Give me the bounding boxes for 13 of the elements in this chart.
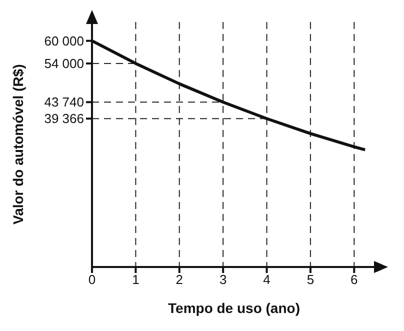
x-tick-label: 0 bbox=[88, 272, 96, 288]
x-tick-label: 5 bbox=[306, 272, 314, 288]
y-tick-label: 43 740 bbox=[44, 94, 84, 110]
x-tick-label: 6 bbox=[350, 272, 358, 288]
x-tick-label: 4 bbox=[263, 272, 270, 288]
y-tick-label: 39 366 bbox=[44, 111, 84, 126]
y-tick-label: 54 000 bbox=[44, 56, 84, 72]
x-tick-label: 3 bbox=[219, 272, 227, 288]
x-tick-label: 1 bbox=[132, 272, 140, 288]
y-tick-label: 60 000 bbox=[44, 33, 84, 48]
x-tick-label: 2 bbox=[176, 272, 183, 288]
x-axis-title: Tempo de uso (ano) bbox=[168, 300, 300, 316]
y-axis-title: Valor do automóvel (R$) bbox=[10, 64, 26, 224]
